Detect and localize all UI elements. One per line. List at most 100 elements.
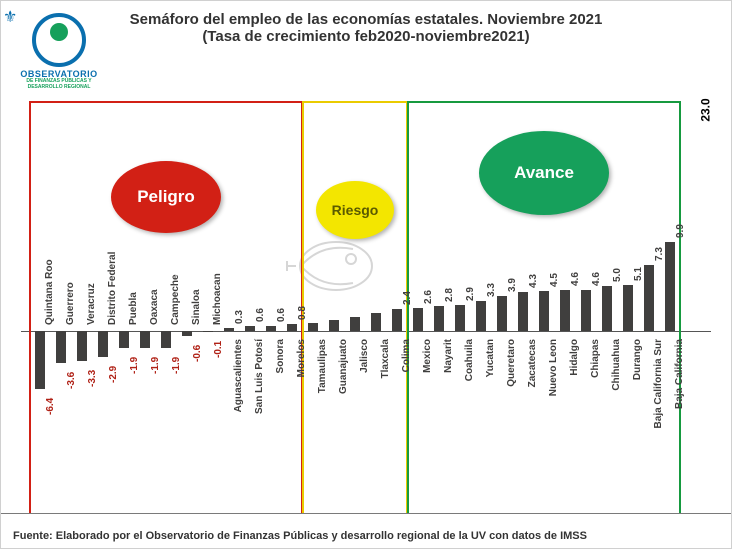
zone-bubble-peligro: Peligro <box>111 161 221 233</box>
bar <box>161 331 171 348</box>
bar-value: -1.9 <box>171 357 182 374</box>
category-label: Sinaloa <box>191 289 202 325</box>
category-label: Colima <box>401 339 412 372</box>
category-label: Tlaxcala <box>380 339 391 378</box>
bar <box>266 326 276 331</box>
category-label: Nayarit <box>443 339 454 373</box>
category-label: Chiapas <box>590 339 601 378</box>
chart-footer: Fuente: Elaborado por el Observatorio de… <box>13 530 587 542</box>
bar <box>539 291 549 332</box>
bar-value: 2.6 <box>423 290 434 304</box>
bar <box>287 324 297 331</box>
bar <box>434 306 444 331</box>
bar-value: -3.3 <box>87 369 98 386</box>
category-label: Tamaulipas <box>317 339 328 393</box>
bar <box>56 331 66 363</box>
bar <box>392 309 402 331</box>
chart-subtitle: (Tasa de crecimiento feb2020-noviembre20… <box>1 28 731 45</box>
category-label: Baja California <box>674 339 685 409</box>
bar-value: 2.9 <box>465 287 476 301</box>
zone-bubble-avance: Avance <box>479 131 609 215</box>
bar-value: -1.9 <box>150 357 161 374</box>
bar <box>35 331 45 389</box>
bar <box>329 320 339 331</box>
bar <box>602 286 612 331</box>
bar <box>371 313 381 331</box>
bar <box>560 290 570 331</box>
bar <box>350 317 360 331</box>
bar <box>98 331 108 357</box>
category-label: Veracruz <box>86 283 97 325</box>
logo-word2: DE FINANZAS PÚBLICAS Y DESARROLLO REGION… <box>13 79 105 90</box>
category-label: Distrito Federal <box>107 252 118 325</box>
bar <box>623 285 633 331</box>
chart-title: Semáforo del empleo de las economías est… <box>1 11 731 28</box>
category-label: Guerrero <box>65 282 76 325</box>
bar-value: -2.9 <box>108 366 119 383</box>
category-label: Coahuila <box>464 339 475 381</box>
category-label: Hidalgo <box>569 339 580 376</box>
category-label: Guanajuato <box>338 339 349 394</box>
category-label: Aguascalientes <box>233 339 244 412</box>
category-label: Sonora <box>275 339 286 373</box>
bar-value: -1.9 <box>129 357 140 374</box>
bar-value: 2.4 <box>402 291 413 305</box>
category-label: Durango <box>632 339 643 380</box>
bar-value: 4.6 <box>570 272 581 286</box>
category-label: Queretaro <box>506 339 517 387</box>
bar-value: -0.6 <box>192 345 203 362</box>
category-label: Morelos <box>296 339 307 377</box>
category-label: Michoacan <box>212 273 223 325</box>
bar <box>476 301 486 331</box>
top-right-value: 23.0 <box>698 98 712 121</box>
bar-value: 3.3 <box>486 283 497 297</box>
chart-page: ⚜ OBSERVATORIO DE FINANZAS PÚBLICAS Y DE… <box>0 0 732 549</box>
category-label: Nuevo Leon <box>548 339 559 396</box>
bar-chart: Peligro Riesgo Avance -6.4 Quintana Roo -3.6 G… <box>21 91 711 488</box>
bar <box>455 305 465 331</box>
bar-value: 2.8 <box>444 288 455 302</box>
category-label: Chihuahua <box>611 339 622 391</box>
category-label: Puebla <box>128 292 139 325</box>
bar-value: 4.6 <box>591 272 602 286</box>
chart-header: Semáforo del empleo de las economías est… <box>1 11 731 45</box>
bar-value: 3.9 <box>507 278 518 292</box>
category-label: Oaxaca <box>149 289 160 325</box>
bar-value: 5.0 <box>612 268 623 282</box>
bar <box>413 308 423 331</box>
bar <box>182 331 192 336</box>
category-label: Quintana Roo <box>44 259 55 325</box>
bar-value: 4.5 <box>549 273 560 287</box>
bar-value: 7.3 <box>654 247 665 261</box>
bar <box>245 326 255 331</box>
bar-value: 5.1 <box>633 267 644 281</box>
category-label: Campeche <box>170 274 181 325</box>
bar-value: 0.8 <box>297 306 308 320</box>
bar <box>308 323 318 331</box>
bar-value: -6.4 <box>45 397 56 414</box>
bar <box>119 331 129 348</box>
category-label: San Luis Potosí <box>254 339 265 414</box>
bar-value: 0.3 <box>234 310 245 324</box>
bar-value: 4.3 <box>528 274 539 288</box>
bar-value: 0.6 <box>276 308 287 322</box>
bar <box>140 331 150 348</box>
bar-value: -0.1 <box>213 341 224 358</box>
category-label: Baja California Sur <box>653 339 664 428</box>
bar-value: 0.6 <box>255 308 266 322</box>
bar <box>77 331 87 361</box>
category-label: Zacatecas <box>527 339 538 387</box>
category-label: Mexico <box>422 339 433 373</box>
category-label: Jalisco <box>359 339 370 373</box>
zone-bubble-riesgo: Riesgo <box>316 181 394 239</box>
bar <box>518 292 528 331</box>
bar <box>203 331 213 332</box>
bar <box>665 242 675 331</box>
category-label: Yucatan <box>485 339 496 377</box>
bar <box>581 290 591 331</box>
footer-box: Fuente: Elaborado por el Observatorio de… <box>1 513 731 548</box>
bar-value: 9.9 <box>675 224 686 238</box>
bar-value: -3.6 <box>66 372 77 389</box>
bar <box>224 328 234 331</box>
bar <box>644 265 654 331</box>
